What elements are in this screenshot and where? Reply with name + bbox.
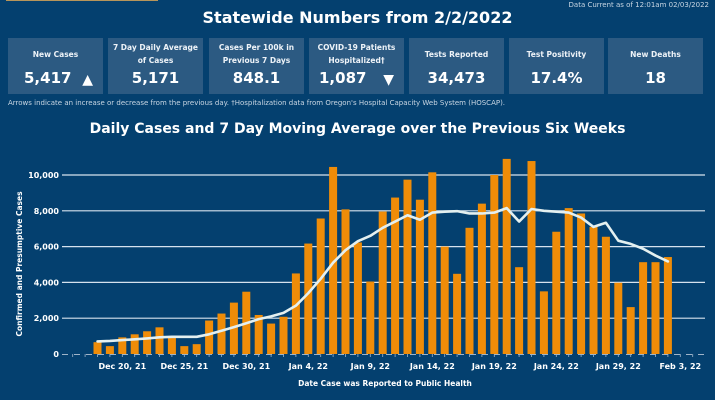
bar-dec-18[interactable] [93, 342, 102, 354]
card-label: Cases Per 100k in Previous 7 Days [218, 43, 295, 65]
bar-jan-24[interactable] [552, 231, 561, 354]
bar-jan-10[interactable] [378, 211, 387, 354]
card-value: 1,087 [319, 69, 367, 87]
data-current-timestamp: Data Current as of 12:01am 02/03/2022 [568, 1, 709, 9]
card-cases-per-100k: Cases Per 100k in Previous 7 Days 848.1 [209, 38, 304, 94]
y-tick-label: 0 [53, 350, 59, 359]
bar-jan-2[interactable] [279, 316, 288, 354]
bar-jan-25[interactable] [564, 208, 573, 354]
bar-jan-14[interactable] [428, 172, 437, 354]
card-label: Test Positivity [526, 49, 587, 59]
card-value: 34,473 [427, 69, 486, 87]
card-value: 5,417 [24, 69, 72, 87]
bar-feb-1[interactable] [651, 262, 660, 354]
card-new-deaths: New Deaths 18 [608, 38, 703, 94]
y-tick-label: 10,000 [28, 171, 59, 180]
card-tests-reported: Tests Reported 34,473 [409, 38, 504, 94]
y-tick-label: 2,000 [34, 314, 60, 323]
bar-jan-7[interactable] [341, 209, 350, 354]
bar-dec-31[interactable] [254, 314, 263, 354]
page-title: Statewide Numbers from 2/2/2022 [202, 8, 513, 27]
moving-average-line [96, 206, 670, 343]
x-tick-label: Jan 29, 22 [595, 362, 641, 371]
bar-jan-5[interactable] [316, 218, 325, 354]
x-axis: Dec 20, 21 Dec 25, 21 Dec 30, 21 Jan 4, 22 J… [62, 354, 705, 371]
x-tick-label: Jan 24, 22 [533, 362, 579, 371]
bar-dec-19[interactable] [105, 346, 114, 354]
bar-dec-27[interactable] [205, 320, 214, 354]
card-hospitalized: COVID-19 Patients Hospitalized† 1,087 ▼ [309, 38, 404, 94]
bar-jan-26[interactable] [577, 213, 586, 354]
bar-jan-21[interactable] [515, 267, 524, 354]
bar-jan-3[interactable] [291, 273, 300, 354]
bar-jan-31[interactable] [639, 262, 648, 354]
x-tick-label: Jan 4, 22 [288, 362, 328, 371]
bar-jan-22[interactable] [527, 161, 536, 354]
bar-dec-28[interactable] [217, 313, 226, 354]
bar-jan-18[interactable] [477, 203, 486, 354]
bar-jan-19[interactable] [490, 175, 499, 354]
bar-jan-6[interactable] [329, 166, 338, 354]
x-tick-label: Feb 3, 22 [659, 362, 701, 371]
bar-jan-9[interactable] [366, 281, 375, 354]
card-label: 7 Day Daily Average of Cases [112, 43, 199, 65]
card-test-positivity: Test Positivity 17.4% [509, 38, 604, 94]
bar-jan-8[interactable] [353, 242, 362, 354]
y-tick-label: 6,000 [34, 243, 60, 252]
card-value: 5,171 [131, 69, 180, 87]
bar-jan-16[interactable] [453, 273, 462, 354]
card-new-cases: New Cases 5,417 ▲ [8, 38, 103, 94]
chart-title: Daily Cases and 7 Day Moving Average ove… [89, 121, 626, 137]
x-tick-label: Jan 14, 22 [409, 362, 455, 371]
card-label: COVID-19 Patients Hospitalized† [317, 43, 396, 65]
card-value: 848.1 [232, 69, 281, 87]
x-tick-label: Dec 20, 21 [98, 362, 146, 371]
bar-jan-11[interactable] [391, 197, 400, 354]
bar-dec-25[interactable] [180, 346, 189, 354]
bar-dec-24[interactable] [167, 337, 176, 354]
arrow-up-icon: ▲ [82, 72, 93, 88]
x-tick-label: Jan 9, 22 [350, 362, 390, 371]
x-tick-label: Dec 25, 21 [160, 362, 208, 371]
bar-jan-13[interactable] [415, 199, 424, 354]
bar-jan-4[interactable] [304, 243, 313, 354]
bar-jan-15[interactable] [440, 246, 449, 354]
card-label: Tests Reported [424, 49, 489, 59]
card-value: 17.4% [530, 69, 583, 87]
bar-dec-21[interactable] [130, 334, 139, 354]
bar-jan-17[interactable] [465, 227, 474, 354]
bar-dec-26[interactable] [192, 344, 201, 354]
y-tick-label: 8,000 [34, 207, 60, 216]
bar-jan-12[interactable] [403, 179, 412, 354]
bar-jan-29[interactable] [614, 282, 623, 354]
y-axis-ticks: 0 2,000 4,000 6,000 8,000 10,000 [28, 171, 59, 359]
arrow-down-icon: ▼ [383, 72, 394, 88]
footnote: Arrows indicate an increase or decrease … [8, 99, 506, 107]
bar-jan-27[interactable] [589, 226, 598, 354]
bar-jan-20[interactable] [502, 158, 511, 354]
card-label: New Cases [32, 49, 79, 59]
x-axis-title: Date Case was Reported to Public Health [298, 379, 472, 388]
bar-jan-23[interactable] [539, 291, 548, 354]
x-tick-label: Dec 30, 21 [222, 362, 270, 371]
bar-dec-20[interactable] [118, 337, 127, 354]
bar-jan-1[interactable] [267, 323, 276, 354]
summary-cards: New Cases 5,417 ▲ 7 Day Daily Average of… [8, 38, 705, 94]
card-label: New Deaths [630, 49, 681, 59]
x-tick-label: Jan 19, 22 [471, 362, 517, 371]
card-7-day-average: 7 Day Daily Average of Cases 5,171 [108, 38, 203, 94]
bar-dec-22[interactable] [143, 331, 152, 354]
y-tick-label: 4,000 [34, 278, 60, 287]
card-value: 18 [645, 69, 666, 87]
top-left-frame [6, 0, 158, 1]
y-axis-title: Confirmed and Presumptive Cases [15, 191, 24, 337]
bar-feb-2[interactable] [663, 257, 672, 354]
bar-jan-30[interactable] [626, 307, 635, 354]
daily-case-bars [93, 158, 672, 354]
bar-jan-28[interactable] [601, 236, 610, 354]
bar-dec-23[interactable] [155, 327, 164, 354]
